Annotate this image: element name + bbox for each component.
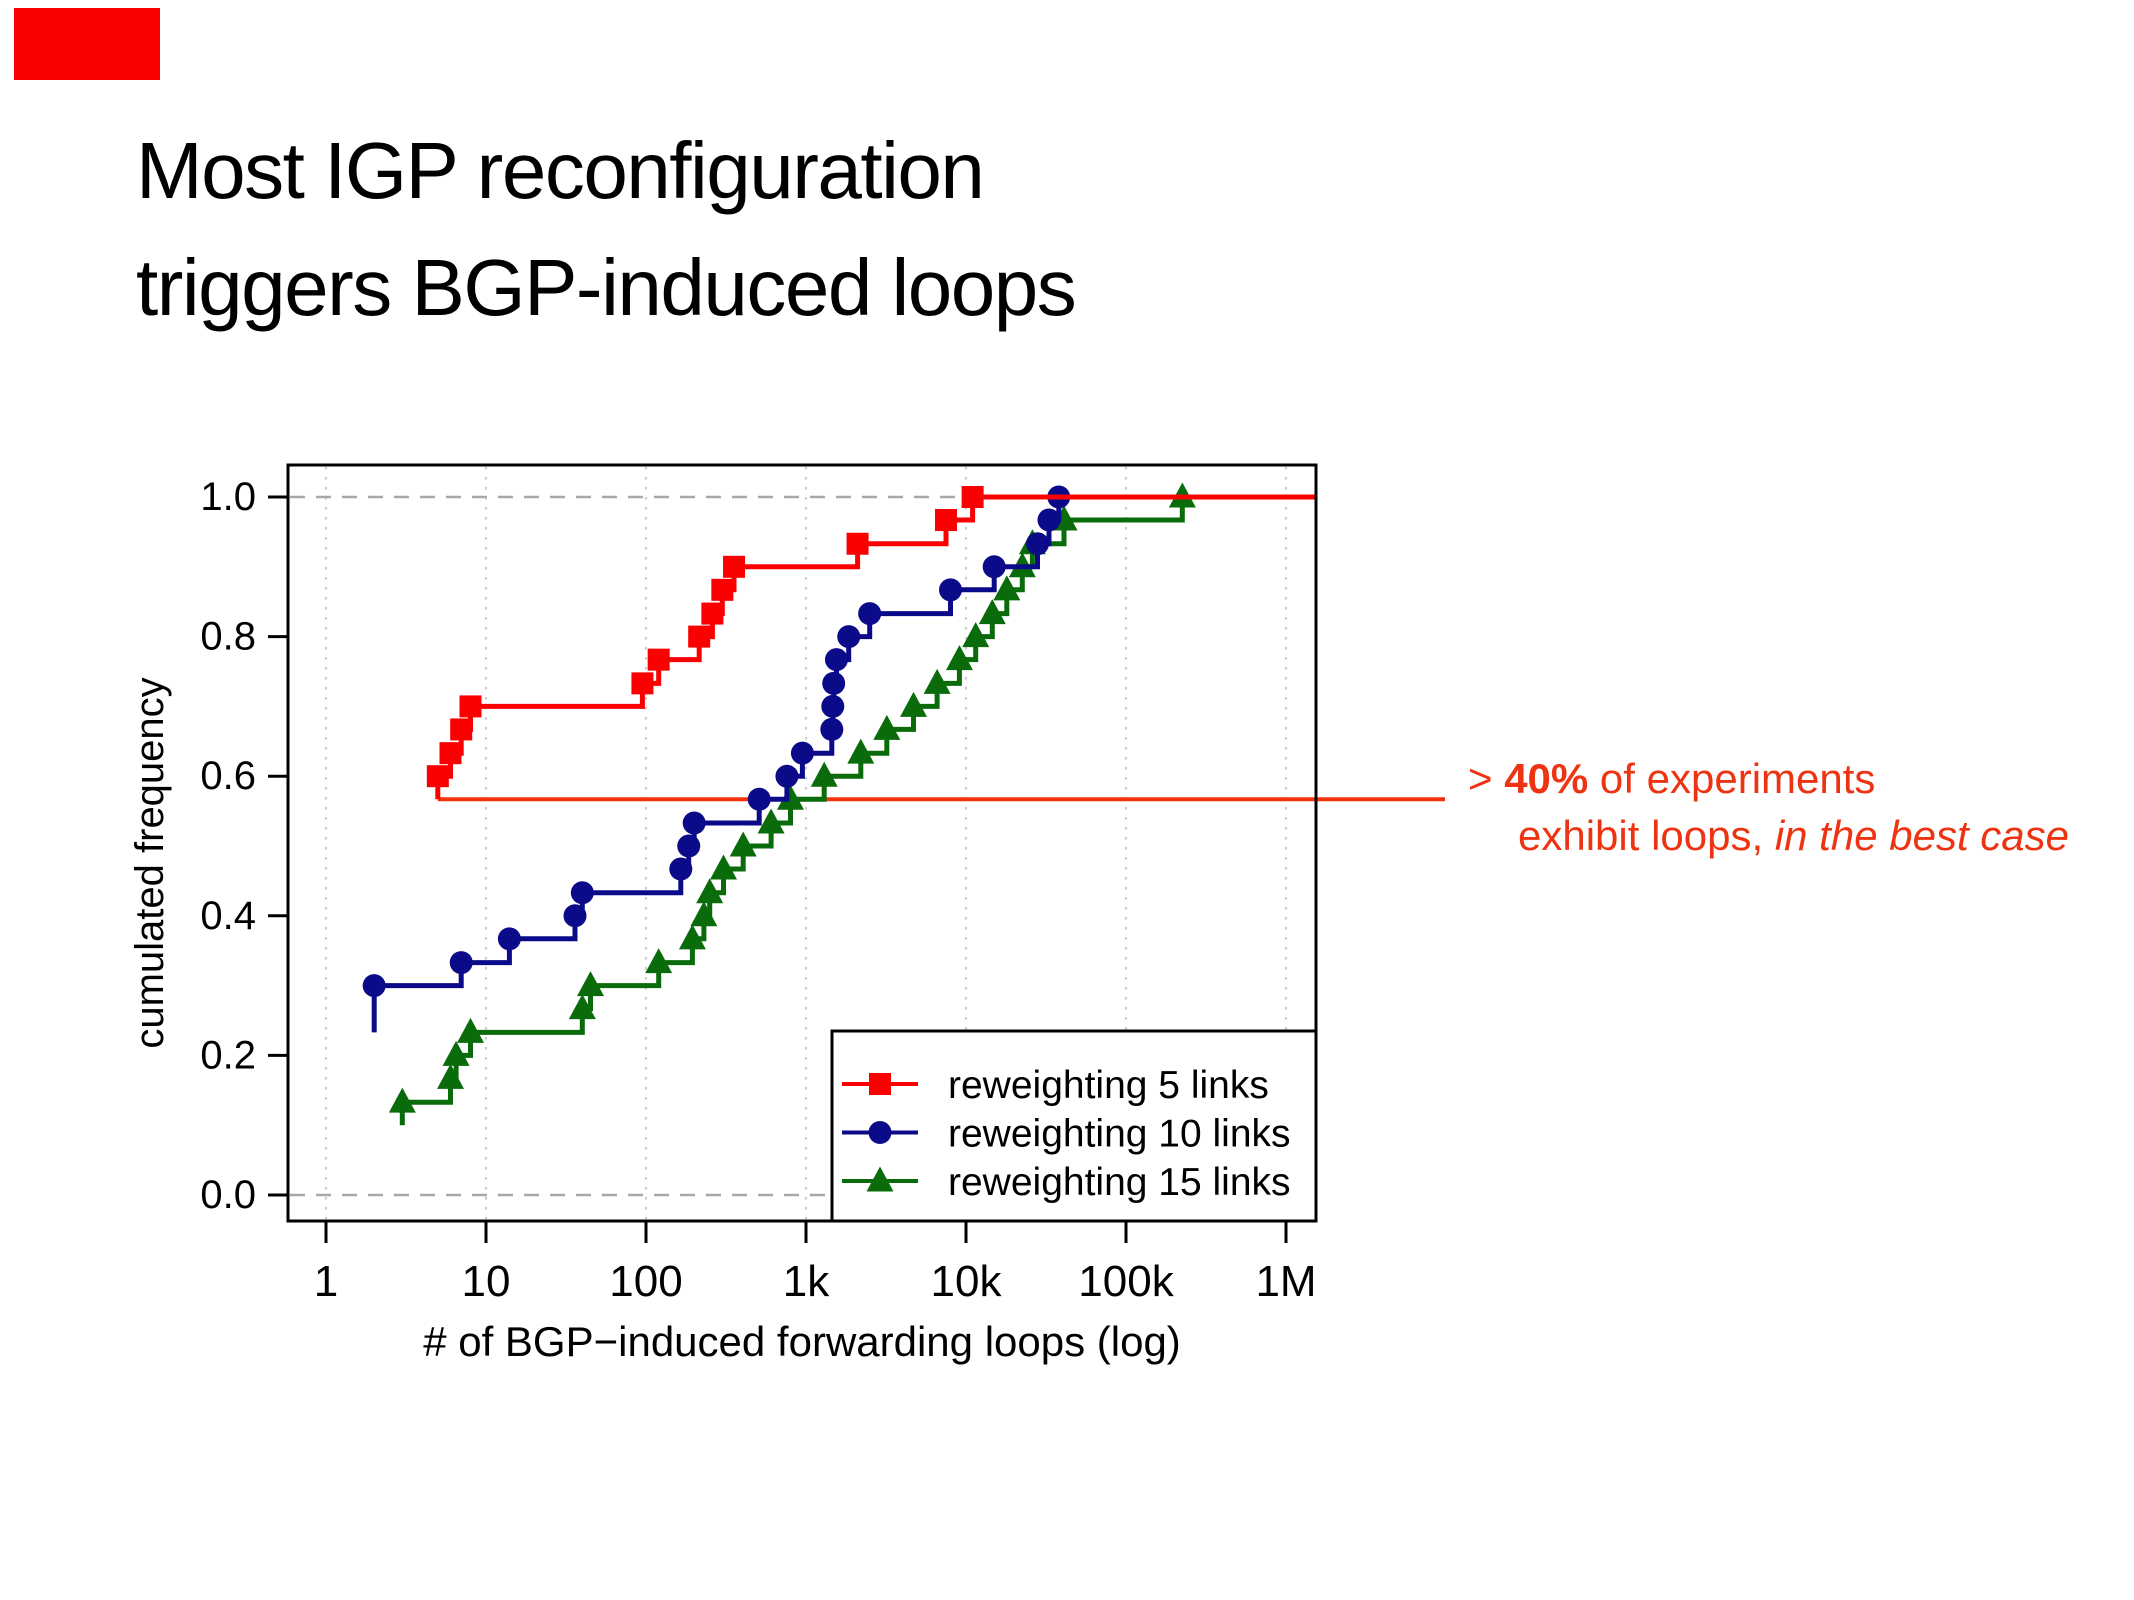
series-marker-triangle: [810, 761, 838, 787]
x-tick-label: 100k: [1078, 1257, 1174, 1306]
annotation-callout: > 40% of experiments exhibit loops, in t…: [1468, 750, 2069, 864]
legend-label-2: reweighting 10 links: [948, 1113, 1291, 1156]
series-marker-circle: [775, 764, 799, 788]
series-marker-circle: [938, 578, 962, 602]
y-tick-label: 0.0: [200, 1173, 256, 1217]
series-marker-circle: [790, 741, 814, 765]
series-marker-square: [701, 602, 724, 625]
series-marker-triangle: [729, 831, 757, 857]
series-marker-triangle: [645, 948, 673, 974]
series-marker-triangle: [577, 971, 605, 997]
slide-corner-marker: [14, 8, 160, 80]
series-marker-triangle: [388, 1087, 416, 1113]
y-tick-label: 0.8: [200, 615, 256, 659]
series-marker-circle: [563, 904, 587, 928]
series-marker-circle: [570, 881, 594, 905]
series-marker-square: [935, 509, 958, 532]
series-marker-square: [688, 625, 711, 648]
series-marker-triangle: [847, 738, 875, 764]
series-marker-triangle: [568, 994, 596, 1020]
title-line-2: triggers BGP-induced loops: [136, 243, 1077, 332]
legend-label-1: reweighting 5 links: [948, 1064, 1269, 1107]
series-marker-square: [711, 578, 734, 601]
series-marker-circle: [682, 811, 706, 835]
series-marker-circle: [868, 1121, 892, 1144]
series-line-reweighting-10-links: [371, 494, 1316, 1033]
series-marker-triangle: [978, 599, 1006, 625]
series-marker-triangle: [690, 901, 718, 927]
y-tick-label: 0.2: [200, 1033, 256, 1077]
x-tick-label: 1M: [1255, 1257, 1316, 1306]
x-tick-label: 10k: [931, 1257, 1003, 1306]
series-marker-square: [961, 486, 984, 508]
title-line-1: Most IGP reconfiguration: [136, 126, 985, 215]
series-marker-square: [869, 1073, 891, 1095]
series-marker-triangle: [993, 575, 1021, 601]
series-marker-square: [723, 555, 746, 578]
series-marker-triangle: [678, 924, 706, 950]
series-marker-triangle: [873, 714, 901, 740]
series-marker-square: [426, 765, 449, 788]
series-marker-triangle: [900, 691, 928, 717]
series-marker-circle: [824, 648, 848, 672]
series-marker-circle: [822, 671, 846, 695]
legend-label-3: reweighting 15 links: [948, 1161, 1291, 1204]
annotation-line-1: > 40% of experiments: [1468, 755, 1876, 802]
series-marker-triangle: [437, 1063, 465, 1089]
series-marker-circle: [362, 974, 386, 998]
x-tick-label: 1k: [783, 1257, 830, 1306]
x-tick-label: 100: [609, 1257, 682, 1306]
series-marker-circle: [677, 834, 701, 858]
series-marker-circle: [1037, 508, 1061, 532]
series-marker-triangle: [923, 668, 951, 694]
x-tick-label: 10: [462, 1257, 511, 1306]
series-marker-square: [846, 532, 869, 555]
series-marker-triangle: [709, 854, 737, 880]
y-tick-label: 0.4: [200, 894, 256, 938]
legend-box: [830, 1029, 1318, 1223]
series-marker-square: [631, 672, 654, 695]
x-tick-label: 1: [314, 1257, 338, 1306]
x-axis-label: # of BGP−induced forwarding loops (log): [423, 1318, 1181, 1365]
annotation-bold-value: 40%: [1504, 755, 1589, 802]
series-marker-circle: [837, 625, 861, 649]
series-marker-circle: [1026, 532, 1050, 556]
series-marker-circle: [497, 927, 521, 951]
y-axis-label: cumulated frequency: [128, 677, 172, 1048]
slide-title: Most IGP reconfiguration triggers BGP-in…: [136, 112, 1077, 346]
annotation-line-2: exhibit loops, in the best case: [1518, 812, 2070, 859]
series-marker-circle: [449, 951, 473, 975]
series-marker-triangle: [945, 645, 973, 671]
series-marker-square: [647, 648, 670, 671]
series-marker-square: [450, 718, 473, 741]
series-marker-circle: [669, 857, 693, 881]
series-marker-triangle: [456, 1017, 484, 1043]
plot-box: [286, 463, 1318, 1223]
y-tick-label: 0.6: [200, 754, 256, 798]
y-tick-label: 1.0: [200, 475, 256, 519]
annotation-italic: in the best case: [1774, 812, 2070, 859]
series-marker-circle: [982, 555, 1006, 579]
series-marker-triangle: [776, 784, 804, 810]
series-marker-circle: [747, 787, 771, 811]
series-marker-triangle: [757, 808, 785, 834]
series-marker-triangle: [866, 1166, 894, 1192]
series-marker-triangle: [962, 622, 990, 648]
series-marker-triangle: [696, 878, 724, 904]
series-marker-circle: [821, 694, 845, 718]
series-marker-square: [459, 695, 482, 718]
series-marker-circle: [858, 602, 882, 626]
series-marker-square: [439, 742, 462, 765]
series-marker-triangle: [442, 1040, 470, 1066]
series-marker-circle: [820, 717, 844, 741]
